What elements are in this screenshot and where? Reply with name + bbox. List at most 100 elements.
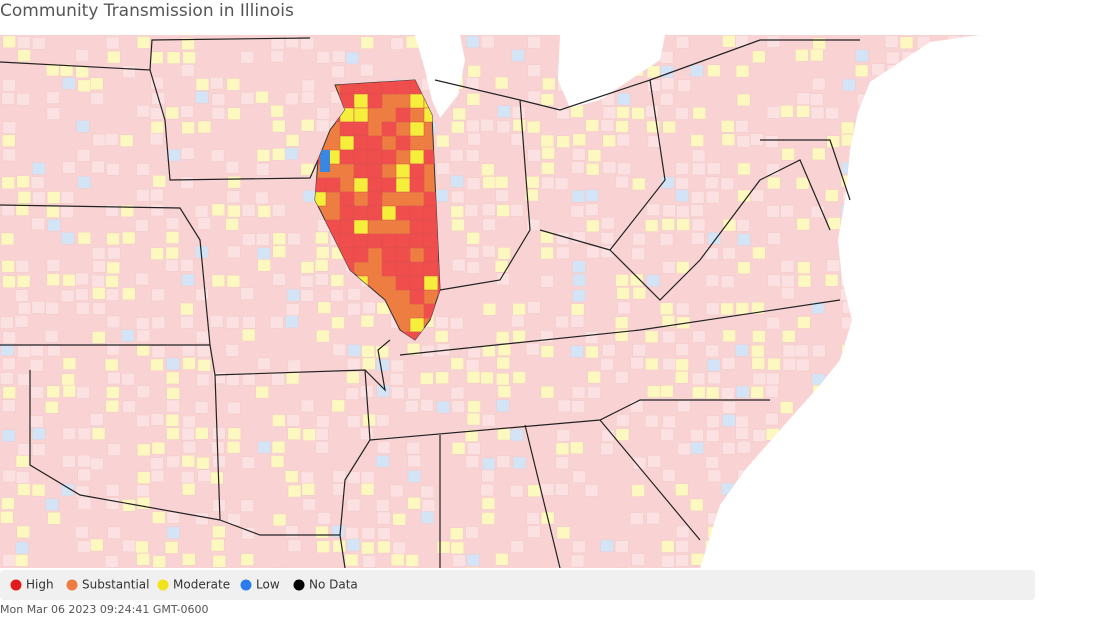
county	[931, 455, 945, 468]
county	[659, 302, 674, 315]
county	[735, 344, 749, 357]
county	[902, 219, 916, 232]
county	[150, 247, 164, 260]
legend-label[interactable]: No Data	[309, 578, 358, 592]
county	[707, 358, 721, 372]
county	[480, 371, 494, 385]
county	[315, 231, 329, 245]
county	[164, 541, 179, 554]
county	[572, 470, 586, 484]
county	[2, 399, 16, 412]
county	[947, 499, 961, 513]
county	[353, 163, 369, 179]
county	[180, 64, 195, 77]
county	[675, 302, 690, 316]
county	[977, 64, 980, 77]
county	[917, 497, 931, 510]
county	[89, 77, 104, 91]
county	[375, 455, 390, 468]
county	[766, 205, 781, 218]
county	[104, 358, 119, 372]
legend-dot[interactable]	[240, 579, 252, 591]
county	[466, 119, 480, 133]
county	[353, 177, 369, 193]
county	[780, 204, 794, 218]
county	[705, 386, 720, 400]
county	[287, 232, 301, 246]
county	[931, 79, 945, 92]
county	[765, 469, 780, 483]
county	[991, 245, 1004, 257]
county	[481, 163, 495, 176]
county	[270, 49, 284, 63]
county	[794, 344, 809, 358]
legend-label[interactable]: High	[26, 578, 54, 592]
county	[840, 204, 855, 217]
county	[376, 441, 391, 454]
county	[779, 455, 794, 469]
legend-label[interactable]: Low	[256, 578, 280, 592]
county	[707, 469, 722, 483]
county	[409, 275, 425, 291]
legend-dot[interactable]	[157, 579, 169, 591]
county	[287, 359, 302, 373]
county	[420, 511, 435, 524]
county	[212, 525, 226, 539]
county	[902, 525, 916, 538]
county	[736, 135, 751, 148]
county	[782, 329, 796, 343]
county	[722, 414, 736, 427]
county	[750, 344, 765, 358]
legend-dot[interactable]	[66, 579, 78, 591]
county	[135, 189, 150, 202]
county	[914, 428, 929, 441]
county	[362, 357, 376, 370]
county	[840, 288, 854, 301]
county	[107, 371, 121, 385]
county	[871, 456, 886, 470]
county	[720, 302, 734, 316]
county	[315, 427, 329, 441]
county	[795, 455, 809, 469]
county	[466, 261, 481, 274]
county	[2, 121, 17, 135]
county	[855, 49, 869, 62]
county	[885, 342, 899, 356]
county	[225, 160, 240, 174]
county	[976, 273, 980, 287]
county	[932, 428, 947, 441]
county	[992, 303, 1005, 315]
county	[76, 386, 90, 399]
county	[974, 483, 980, 496]
county	[464, 204, 479, 217]
legend-dot[interactable]	[10, 579, 22, 591]
county	[339, 121, 355, 137]
county	[194, 426, 209, 440]
county	[480, 118, 494, 132]
county	[269, 315, 284, 329]
county	[287, 539, 302, 553]
county	[632, 456, 647, 470]
county	[120, 329, 135, 342]
county	[195, 78, 210, 91]
county	[90, 538, 104, 552]
county	[811, 147, 826, 161]
county	[662, 204, 676, 218]
county	[525, 342, 540, 356]
county	[257, 357, 271, 370]
legend-label[interactable]: Moderate	[173, 578, 230, 592]
county	[617, 162, 631, 176]
county	[960, 357, 975, 370]
legend-dot[interactable]	[293, 579, 305, 591]
county	[166, 511, 181, 524]
county	[721, 482, 735, 496]
legend-label[interactable]: Substantial	[82, 578, 149, 592]
county	[872, 329, 887, 343]
county	[825, 540, 840, 554]
county	[692, 330, 706, 343]
county	[482, 244, 496, 258]
county	[572, 289, 586, 303]
county	[857, 470, 872, 484]
county	[434, 330, 449, 343]
county	[677, 79, 691, 92]
